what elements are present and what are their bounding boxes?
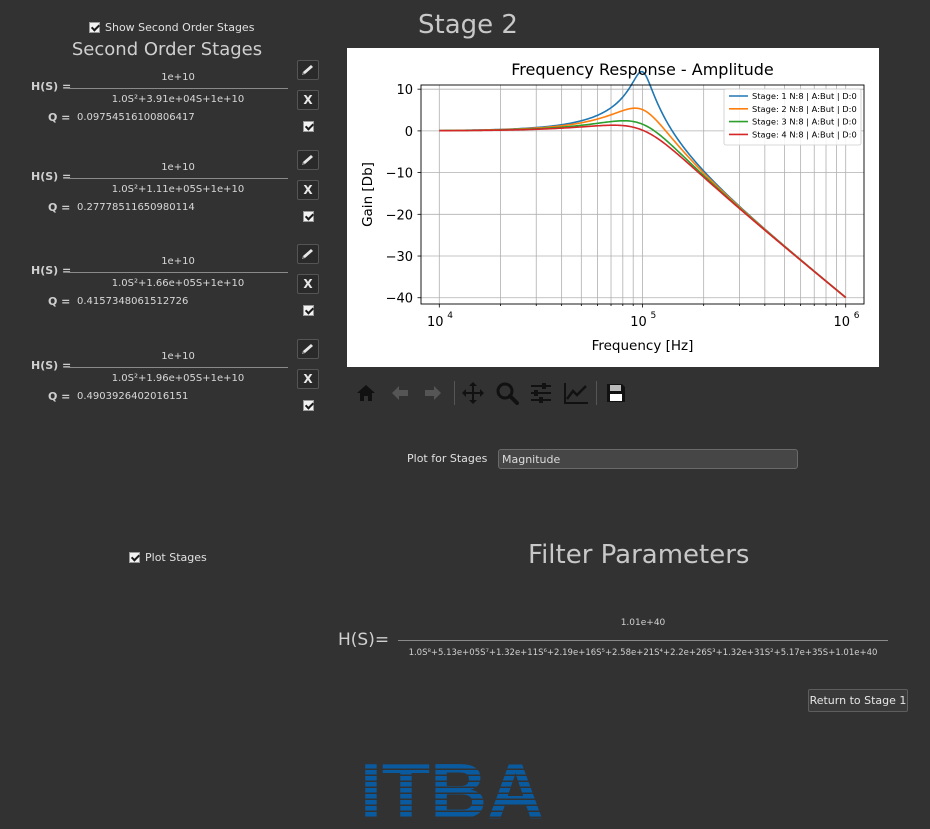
filter-hs-label: H(S)= [338,630,390,650]
pencil-icon [302,344,313,354]
stage-numerator: 1e+10 [161,256,195,267]
y-tick-label: 0 [405,125,413,140]
delete-stage-button[interactable]: X [297,274,319,294]
stage-enable-checkbox[interactable] [303,400,314,411]
pencil-icon [302,155,313,165]
pencil-icon [302,249,313,259]
plot-frame [420,84,865,305]
y-tick-label: −20 [386,208,413,223]
home-icon[interactable] [353,380,379,406]
stage-q-value: 0.4903926402016151 [77,391,189,402]
stage-fraction-line [68,272,288,273]
plot-stages-label: Plot Stages [145,551,207,564]
stage-fraction-line [68,178,288,179]
y-axis-label: Gain [Db] [360,162,376,227]
stage-enable-checkbox[interactable] [303,211,314,222]
stage-enable-checkbox[interactable] [303,305,314,316]
filter-numerator: 1.01e+40 [620,618,666,628]
y-tick-label: 10 [396,83,413,98]
second-order-title: Second Order Stages [71,39,263,60]
chart-title: Frequency Response - Amplitude [511,60,774,79]
y-tick-label: −30 [386,250,413,265]
save-icon[interactable] [603,380,629,406]
stage-numerator: 1e+10 [161,162,195,173]
stage-hs-label: H(S) = [31,80,72,93]
stage-denominator: 1.0S²+1.66e+05S+1e+10 [111,278,245,289]
y-tick-label: −10 [386,167,413,182]
edit-stage-button[interactable] [297,244,319,264]
stage-numerator: 1e+10 [161,351,195,362]
x-tick-label: 10 [833,315,850,330]
configure-subplots-icon[interactable] [528,380,554,406]
back-arrow-icon[interactable] [387,380,413,406]
stage-hs-label: H(S) = [31,170,72,183]
stage-q-label: Q = [48,295,71,308]
x-tick-label: 10 [630,315,647,330]
stage-q-value: 0.4157348061512726 [77,296,189,307]
delete-stage-button[interactable]: X [297,369,319,389]
pan-icon[interactable] [460,380,486,406]
stage-q-value: 0.27778511650980114 [77,202,195,213]
toolbar-separator [596,381,597,405]
stage-q-value: 0.09754516100806417 [77,112,195,123]
pencil-icon [302,65,313,75]
x-tick-exponent: 4 [447,311,453,321]
stage-q-label: Q = [48,201,71,214]
stage-q-label: Q = [48,111,71,124]
itba-logo: ITBA [358,747,548,829]
stage-numerator: 1e+10 [161,72,195,83]
delete-stage-button[interactable]: X [297,90,319,110]
zoom-icon[interactable] [494,380,520,406]
delete-stage-button[interactable]: X [297,180,319,200]
x-axis-label: Frequency [Hz] [592,338,694,354]
stage-enable-checkbox[interactable] [303,121,314,132]
stage-fraction-line [68,88,288,89]
edit-stage-button[interactable] [297,150,319,170]
stage-hs-label: H(S) = [31,359,72,372]
legend-entry: Stage: 2 N:8 | A:But | D:0 [752,104,857,114]
legend-entry: Stage: 3 N:8 | A:But | D:0 [752,117,857,127]
legend-entry: Stage: 1 N:8 | A:But | D:0 [752,91,857,101]
forward-arrow-icon[interactable] [420,380,446,406]
filter-parameters-title: Filter Parameters [528,540,750,570]
plot-for-stages-label: Plot for Stages [407,452,488,465]
show-second-order-checkbox[interactable] [89,22,100,33]
return-to-stage-1-button[interactable]: Return to Stage 1 [808,689,908,712]
stage-fraction-line [68,367,288,368]
frequency-response-plot[interactable]: 10 0 −10 −20 −30 −40 10 4 10 5 10 6 Frequency Respon… [347,48,879,367]
legend-entry: Stage: 4 N:8 | A:But | D:0 [752,129,857,139]
toolbar-separator [454,381,455,405]
stage-denominator: 1.0S²+1.11e+05S+1e+10 [111,184,245,195]
series-line [439,124,847,299]
filter-denominator: 1.0S⁸+5.13e+05S⁷+1.32e+11S⁶+2.19e+16S⁵+2… [408,648,878,658]
stage-denominator: 1.0S²+1.96e+05S+1e+10 [111,373,245,384]
edit-axis-icon[interactable] [563,380,589,406]
plot-stages-checkbox[interactable] [129,552,140,563]
stage-q-label: Q = [48,390,71,403]
edit-stage-button[interactable] [297,60,319,80]
x-tick-exponent: 6 [854,311,860,321]
y-tick-label: −40 [386,292,413,307]
stage-title: Stage 2 [418,10,518,40]
show-second-order-label: Show Second Order Stages [105,21,255,34]
x-tick-exponent: 5 [651,311,657,321]
stage-denominator: 1.0S²+3.91e+04S+1e+10 [111,94,245,105]
filter-fraction-line [398,640,888,641]
x-tick-label: 10 [427,315,444,330]
edit-stage-button[interactable] [297,339,319,359]
svg-text:ITBA: ITBA [360,752,544,826]
legend-box [723,88,862,146]
stage-hs-label: H(S) = [31,264,72,277]
plot-for-stages-select[interactable]: Magnitude [498,449,798,469]
